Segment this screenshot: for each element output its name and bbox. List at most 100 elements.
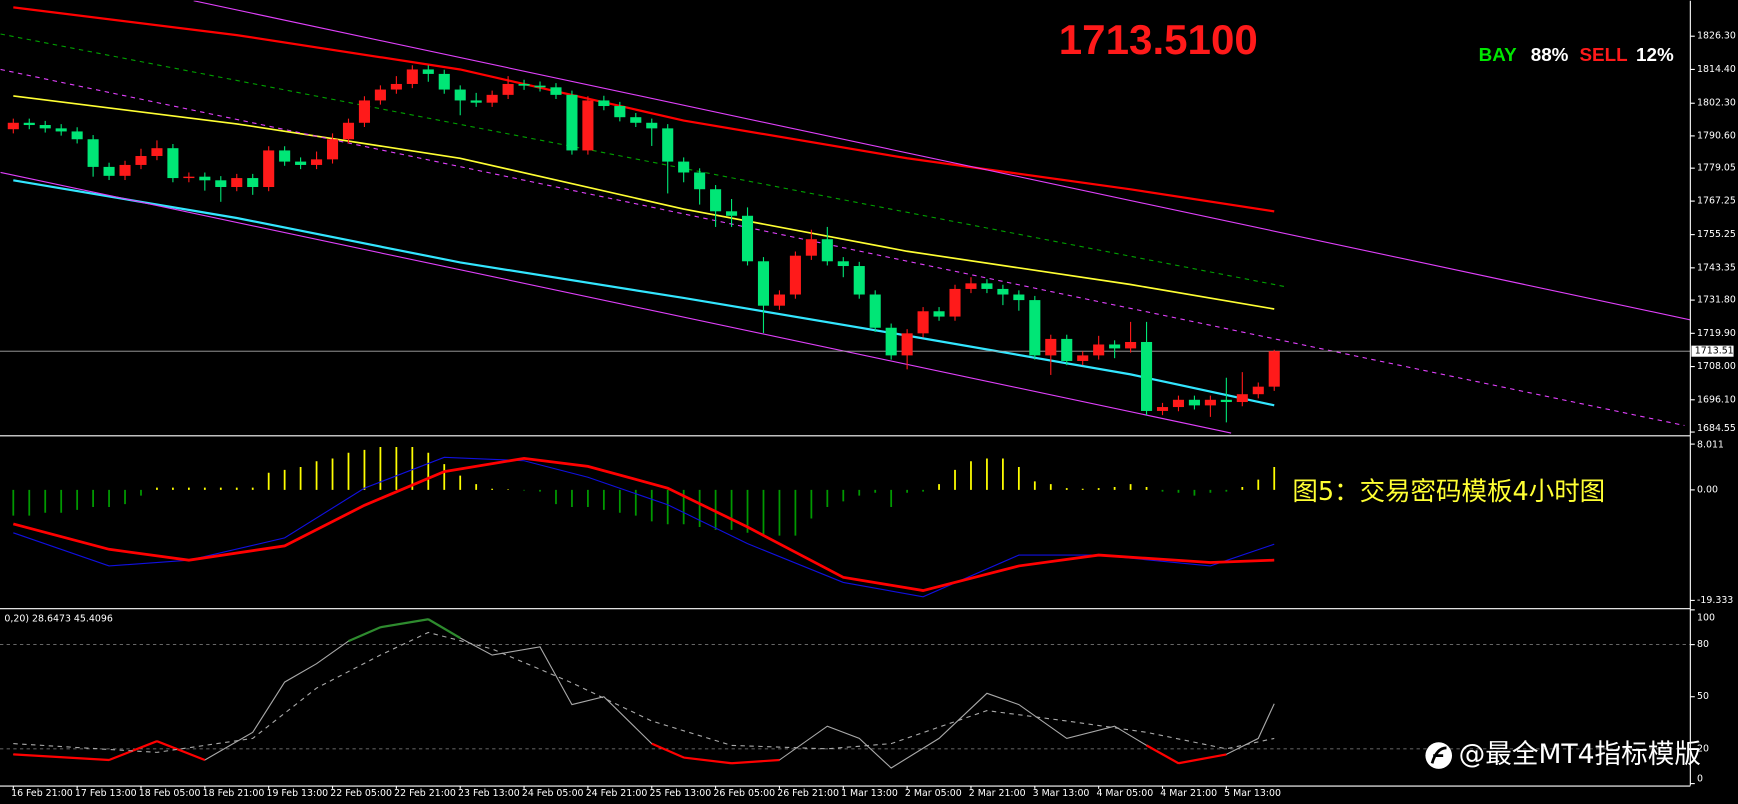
indicator-line (13, 631, 1275, 753)
candle-body (55, 128, 67, 132)
price-display: 1713.5100 (1059, 16, 1258, 63)
candle-body (885, 327, 897, 356)
y-tick-label: 0.00 (1697, 484, 1718, 495)
watermark: @最全MT4指标模版 (1425, 739, 1701, 770)
zone-segment (156, 740, 206, 762)
zone-segment (683, 756, 732, 765)
y-tick-label: 1708.00 (1697, 361, 1736, 372)
signal-name: BAY (1479, 44, 1517, 65)
candle-body (502, 83, 514, 95)
candle-body (263, 150, 275, 188)
zone-segment (108, 740, 158, 762)
y-tick-label: 1826.30 (1697, 31, 1736, 42)
indicator-title: 0,20) 28.6473 45.4096 (4, 614, 112, 625)
candle-body (326, 139, 339, 160)
x-tick-label: 16 Feb 21:00 (11, 788, 73, 799)
y-tick-label: 20 (1697, 743, 1709, 754)
candle-body (422, 69, 434, 74)
candle-body (1109, 344, 1121, 349)
candle-body (1077, 355, 1089, 361)
candle-body (821, 239, 833, 262)
zone-segment (731, 758, 780, 765)
candle-body (183, 176, 195, 179)
candle-body (949, 288, 961, 317)
candle-body (1141, 341, 1153, 411)
candle-body (103, 166, 115, 176)
panel (0, 618, 1691, 769)
y-tick-label: 1719.90 (1697, 328, 1736, 339)
candle-body (23, 122, 35, 126)
candle-body (71, 131, 83, 140)
y-tick-label: 1684.55 (1697, 423, 1736, 434)
x-tick-label: 5 Mar 13:00 (1224, 788, 1281, 799)
indicator-line (0, 171, 1232, 434)
signal-name: SELL (1579, 44, 1627, 65)
candle-body (1188, 399, 1200, 406)
y-tick-label: 1814.40 (1697, 64, 1736, 75)
candle-body (694, 172, 706, 190)
candle-body (837, 261, 849, 267)
candle-body (550, 87, 562, 95)
candle-body (933, 311, 945, 317)
candle-body (454, 89, 466, 101)
zone-segment (348, 626, 381, 643)
candle-body (87, 139, 99, 167)
y-tick-label: 1696.10 (1697, 394, 1736, 405)
candle-body (805, 239, 817, 256)
signal-value: 88% (1531, 44, 1569, 65)
zone-segment (1146, 744, 1180, 765)
plot-layer (0, 0, 1691, 769)
candle-body (917, 311, 929, 334)
candle-body (135, 156, 147, 165)
watermark-text: @最全MT4指标模版 (1459, 739, 1701, 770)
candle-body (1125, 341, 1137, 349)
indicator-line (13, 95, 1275, 310)
candle-body (1252, 386, 1264, 395)
x-tick-label: 4 Mar 05:00 (1096, 788, 1153, 799)
signals: BAY 88% SELL 12% (1479, 44, 1674, 65)
candle-body (1029, 300, 1041, 356)
candle-body (1061, 338, 1073, 361)
y-tick-label: 0 (1697, 773, 1703, 784)
zone-segment (13, 753, 110, 762)
zone-segment (1178, 753, 1227, 765)
candle-body (789, 255, 801, 295)
candle-body (1204, 399, 1216, 406)
y-tick-label: 1767.25 (1697, 196, 1736, 207)
x-tick-label: 25 Feb 13:00 (650, 788, 712, 799)
y-tick-label: 8.011 (1697, 440, 1724, 451)
x-tick-label: 4 Mar 21:00 (1160, 788, 1217, 799)
x-tick-label: 18 Feb 21:00 (203, 788, 265, 799)
price-tag-label: 1713.51 (1695, 346, 1734, 357)
indicator-line (0, 33, 1286, 288)
x-tick-label: 2 Mar 05:00 (905, 788, 962, 799)
zone-segment (651, 742, 685, 759)
candle-body (582, 100, 594, 151)
x-tick-label: 24 Feb 21:00 (586, 788, 648, 799)
candle-body (965, 283, 977, 289)
x-tick-label: 17 Feb 13:00 (75, 788, 137, 799)
indicator-line (13, 179, 1275, 407)
x-tick-label: 18 Feb 05:00 (139, 788, 201, 799)
y-tick-label: -19.333 (1697, 595, 1733, 606)
candle-body (1093, 344, 1105, 356)
x-tick-label: 19 Feb 13:00 (266, 788, 328, 799)
x-tick-label: 2 Mar 21:00 (969, 788, 1026, 799)
candle-body (534, 85, 546, 88)
candle-body (710, 189, 722, 212)
candle-body (1156, 407, 1169, 411)
candle-body (358, 100, 370, 123)
candle-body (390, 83, 402, 90)
candle-body (1220, 399, 1232, 403)
panel (12, 447, 1276, 598)
candle-body (901, 333, 913, 356)
x-tick-label: 22 Feb 21:00 (394, 788, 456, 799)
candle-body (598, 100, 610, 107)
candle-body (726, 211, 738, 216)
candle-body (470, 100, 482, 103)
candle-body (438, 73, 450, 90)
y-tick-label: 100 (1697, 613, 1715, 624)
candle-body (39, 125, 51, 129)
